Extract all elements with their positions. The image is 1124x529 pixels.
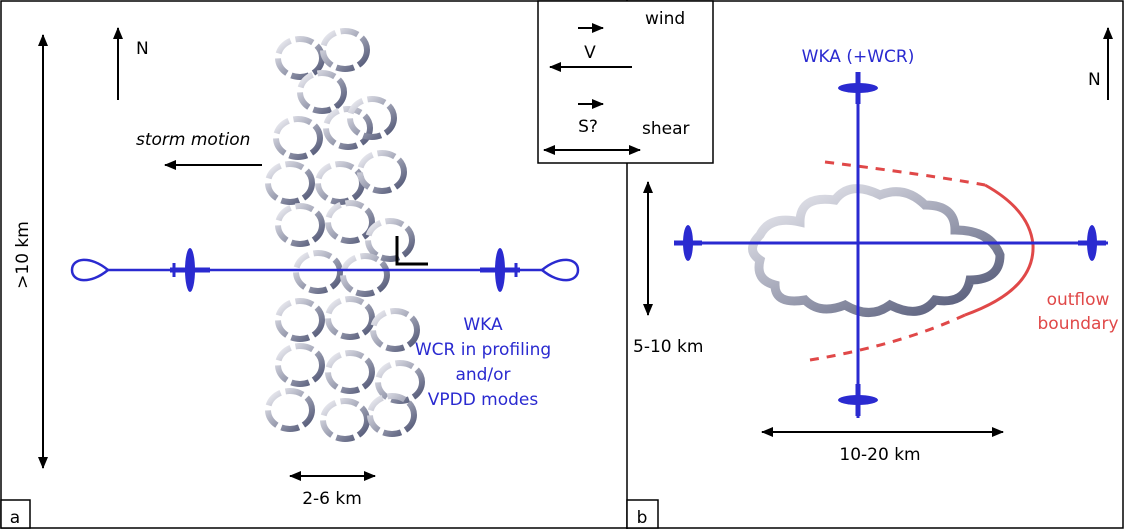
- cloud-cell: [367, 393, 417, 437]
- panel-label: a: [10, 508, 20, 528]
- storm-motion-label: storm motion: [136, 130, 250, 150]
- scale-label: 10-20 km: [839, 445, 920, 465]
- aircraft-label: VPDD modes: [428, 390, 539, 410]
- cloud-cell: [275, 36, 325, 80]
- cloud-cell: [265, 161, 315, 205]
- cloud-column: [265, 28, 425, 442]
- aircraft: [674, 72, 1106, 416]
- outflow-label: outflow: [1047, 290, 1110, 310]
- cloud-cell: [275, 298, 325, 342]
- north-label: N: [1088, 70, 1101, 90]
- panel-title: WKA (+WCR): [802, 47, 915, 67]
- cloud-cell: [375, 360, 425, 404]
- shear-symbol: S?: [578, 117, 598, 137]
- cloud-cell: [320, 398, 370, 442]
- cloud-cell: [275, 203, 325, 247]
- cloud: [748, 184, 1005, 317]
- cloud-cell: [340, 253, 390, 297]
- wind-symbol: V: [584, 43, 596, 63]
- scale-label: >10 km: [13, 221, 33, 289]
- cloud-cell: [357, 150, 407, 194]
- panel-label-box: [626, 499, 659, 529]
- legend-box: [537, 0, 714, 164]
- aircraft-label: and/or: [455, 365, 510, 385]
- wind-label: wind: [645, 9, 685, 29]
- scale-label: 5-10 km: [633, 337, 703, 357]
- aircraft: [170, 248, 520, 292]
- aircraft-label: WKA: [463, 315, 503, 335]
- shear-label: shear: [642, 119, 690, 139]
- cloud-cell: [320, 28, 370, 72]
- cloud-cell: [293, 250, 343, 294]
- outflow-label: boundary: [1038, 314, 1119, 334]
- cloud-cell: [325, 296, 375, 340]
- cloud-cell: [297, 70, 347, 114]
- panel-label-box: [0, 499, 31, 529]
- outflow-boundary-dashed: [809, 313, 966, 362]
- outflow-boundary: [964, 183, 1035, 317]
- scale-label: 2-6 km: [302, 489, 362, 509]
- cloud-cell: [365, 218, 415, 262]
- cloud-cell: [325, 350, 375, 394]
- cloud-cell: [273, 116, 323, 160]
- aircraft-label: WCR in profiling: [415, 340, 551, 360]
- cloud-cell: [275, 343, 325, 387]
- cloud-cell: [325, 200, 375, 244]
- cloud-cell: [323, 106, 373, 150]
- flight-tracks: [676, 72, 1108, 418]
- cloud-cell: [370, 308, 420, 352]
- outflow-boundary-dashed: [824, 160, 986, 187]
- low-symbol: [395, 236, 428, 266]
- cloud-cell: [347, 96, 397, 140]
- north-label: N: [136, 39, 149, 59]
- panel-label: b: [637, 508, 648, 528]
- cloud-cell: [315, 161, 365, 205]
- cloud-cell: [265, 388, 315, 432]
